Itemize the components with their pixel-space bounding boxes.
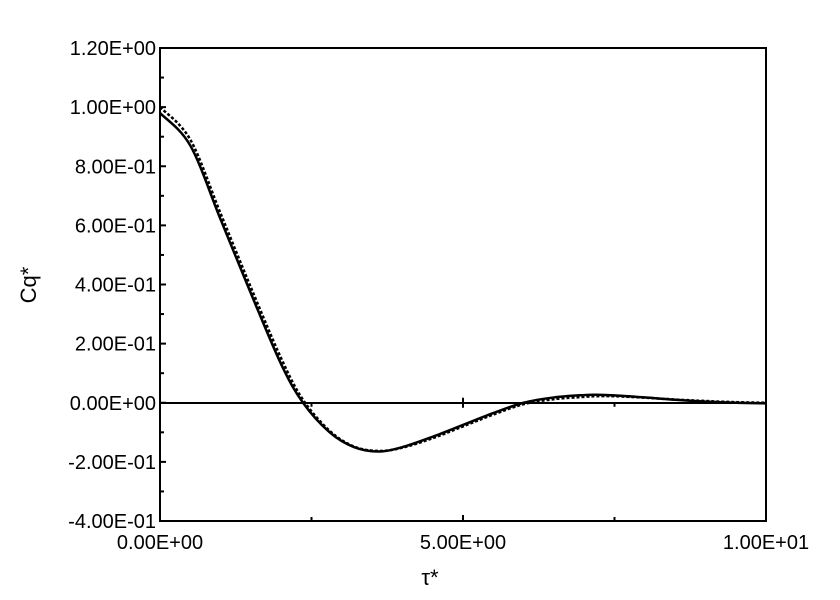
- x-axis-label: τ*: [421, 565, 439, 590]
- x-tick-label: 1.00E+01: [723, 532, 809, 554]
- plot-frame: [159, 47, 767, 522]
- y-tick-label: -4.00E-01: [68, 511, 156, 533]
- y-tick-label: 1.20E+00: [70, 38, 156, 60]
- y-axis-label: Cq*: [16, 266, 41, 303]
- y-tick-label: 4.00E-01: [75, 275, 156, 297]
- y-tick-label: 0.00E+00: [70, 393, 156, 415]
- y-tick-label: 2.00E-01: [75, 334, 156, 356]
- x-tick-label: 0.00E+00: [117, 532, 203, 554]
- y-tick-label: 1.00E+00: [70, 97, 156, 119]
- y-tick-label: 6.00E-01: [75, 215, 156, 237]
- series-line-dashed: [159, 106, 767, 453]
- x-tick-label: 5.00E+00: [420, 532, 506, 554]
- y-tick-label: 8.00E-01: [75, 156, 156, 178]
- y-tick-label: -2.00E-01: [68, 452, 156, 474]
